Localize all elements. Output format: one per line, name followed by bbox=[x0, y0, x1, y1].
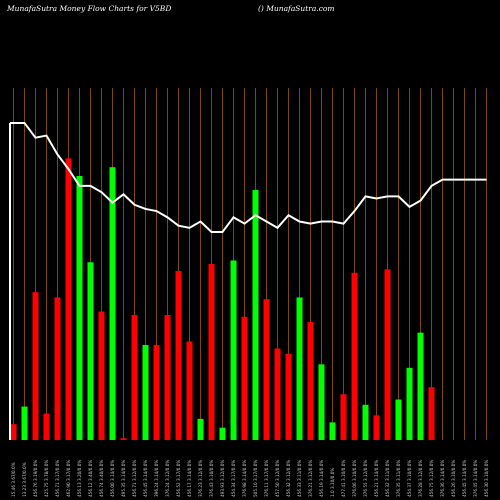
bar bbox=[417, 332, 424, 440]
bar bbox=[186, 341, 193, 440]
bar bbox=[54, 297, 61, 440]
x-tick-label: 456.74 3.40/0.0% bbox=[99, 460, 104, 497]
x-tick-label: 376.98 3.14/0.0% bbox=[242, 460, 247, 497]
grid-lines bbox=[13, 88, 487, 440]
x-tick-label: 456.75 3.12/0.0% bbox=[429, 460, 434, 497]
bar bbox=[208, 264, 215, 440]
x-tick-label: 456.45 3.14/0.0% bbox=[462, 460, 467, 497]
bar bbox=[197, 418, 204, 440]
x-tick-label: 493.93 3.12/0.0% bbox=[220, 460, 225, 497]
bar bbox=[384, 269, 391, 440]
bar bbox=[241, 316, 248, 440]
x-tick-label: 1.0 3.10/0.0% bbox=[330, 468, 335, 497]
x-tick-label: 376.06 3.10/0.0% bbox=[352, 460, 357, 497]
bar bbox=[175, 271, 182, 440]
x-tick-label: 376.45 3.14/0.0% bbox=[473, 460, 478, 497]
x-tick-label: 13.23 3.67/0.0% bbox=[22, 462, 27, 497]
bar bbox=[351, 272, 358, 440]
x-tick-label: 456.17 3.14/0.0% bbox=[187, 460, 192, 497]
bar bbox=[10, 424, 17, 440]
bar bbox=[76, 176, 83, 440]
bar bbox=[65, 158, 72, 440]
x-tick-label: 456.32 3.11/0.0% bbox=[385, 460, 390, 497]
bar bbox=[230, 260, 237, 440]
flow-line-series bbox=[9, 122, 487, 440]
site-credit: () MunafaSutra.com bbox=[258, 4, 335, 13]
bar bbox=[329, 422, 336, 440]
bar bbox=[109, 167, 116, 440]
x-tick-label: 505.10 3.17/0.0% bbox=[253, 460, 258, 497]
x-tick-label: 15.46 3.67/0.0% bbox=[11, 462, 16, 497]
x-tick-label: 456.32 3.12/0.0% bbox=[286, 460, 291, 497]
bar bbox=[395, 399, 402, 440]
x-tick-label: 454.37 3.10/0.0% bbox=[407, 460, 412, 497]
x-tick-label: 376.43 3.10/0.0% bbox=[209, 460, 214, 497]
flow-line bbox=[10, 122, 487, 233]
x-tick-label: 456.71 3.17/0.0% bbox=[55, 460, 60, 497]
x-tick-label: 376.55 3.12/0.0% bbox=[363, 460, 368, 497]
bar bbox=[373, 415, 380, 440]
bar bbox=[318, 364, 325, 440]
x-tick-label: 456.19 3.14/0.0% bbox=[319, 460, 324, 497]
bar bbox=[252, 190, 259, 440]
x-tick-label: 425.75 3.78/0.0% bbox=[44, 460, 49, 497]
bar bbox=[21, 406, 28, 440]
x-tick-label: 376.36 3.14/0.0% bbox=[440, 460, 445, 497]
bar bbox=[98, 311, 105, 440]
bar bbox=[263, 299, 270, 440]
bar bbox=[274, 348, 281, 440]
bar bbox=[307, 322, 314, 440]
x-tick-label: 456.45 3.14/0.0% bbox=[143, 460, 148, 497]
x-tick-label: 456.30 3.10/0.0% bbox=[484, 460, 489, 497]
x-tick-label: 376.24 3.12/0.0% bbox=[165, 460, 170, 497]
chart-title: MunafaSutra Money Flow Charts for V5BD bbox=[7, 4, 172, 13]
bar-series bbox=[10, 158, 435, 440]
x-tick-label: 456.00 3.14/0.0% bbox=[110, 460, 115, 497]
x-tick-label: 456.76 3.19/0.0% bbox=[33, 460, 38, 497]
x-tick-label: 376.23 3.12/0.0% bbox=[198, 460, 203, 497]
bar bbox=[32, 292, 39, 440]
bar bbox=[340, 394, 347, 440]
x-tick-label: 376.28 3.12/0.0% bbox=[418, 460, 423, 497]
bar bbox=[285, 353, 292, 440]
x-tick-label: 456.12 3.40/0.0% bbox=[88, 460, 93, 497]
x-tick-label: 457.50 3.12/0.0% bbox=[275, 460, 280, 497]
x-tick-labels: 15.46 3.67/0.0% 13.23 3.67/0.0% 456.76 3.1… bbox=[11, 460, 489, 497]
bar bbox=[428, 387, 435, 440]
bar bbox=[153, 344, 160, 440]
x-tick-label: 456.13 3.20/0.0% bbox=[77, 460, 82, 497]
x-tick-label: 396.24 3.14/0.0% bbox=[154, 460, 159, 497]
bar bbox=[406, 367, 413, 440]
x-tick-label: 454.34 3.17/0.0% bbox=[231, 460, 236, 497]
x-tick-label: 376.11 3.17/0.0% bbox=[264, 460, 269, 497]
x-tick-label: 462.90 3.17/0.0% bbox=[66, 460, 71, 497]
x-tick-label: 456.26 3.10/0.0% bbox=[451, 460, 456, 497]
x-tick-label: 376.35 3.11/0.0% bbox=[396, 460, 401, 497]
bar bbox=[120, 438, 127, 440]
x-tick-label: 376.21 3.12/0.0% bbox=[308, 460, 313, 497]
x-tick-label: 495.35 3.14/0.0% bbox=[121, 460, 126, 497]
bar bbox=[43, 413, 50, 440]
bar bbox=[219, 427, 226, 440]
bar bbox=[131, 315, 138, 440]
bar bbox=[296, 297, 303, 440]
x-tick-label: 456.71 3.12/0.0% bbox=[132, 460, 137, 497]
x-tick-label: 456.21 3.14/0.0% bbox=[374, 460, 379, 497]
x-tick-label: 477.41 3.10/0.0% bbox=[341, 460, 346, 497]
bar bbox=[362, 404, 369, 440]
x-tick-label: 456.33 3.11/0.0% bbox=[297, 460, 302, 497]
bar bbox=[164, 315, 171, 440]
x-tick-label: 456.52 3.17/0.0% bbox=[176, 460, 181, 497]
bar bbox=[142, 344, 149, 440]
bar bbox=[87, 262, 94, 440]
